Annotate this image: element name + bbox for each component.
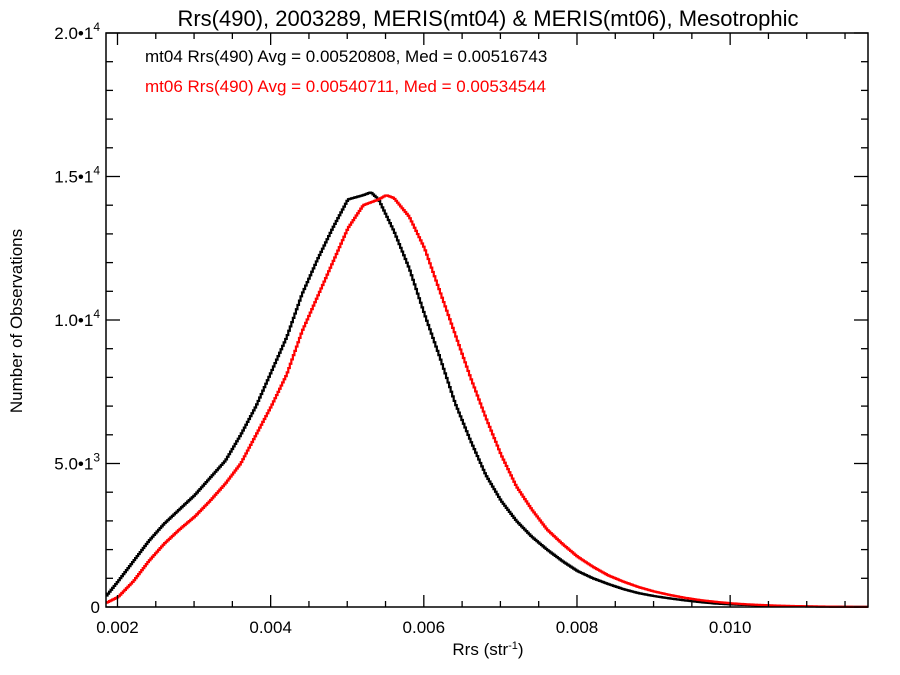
histogram-series-mt06 [106, 194, 869, 608]
y-tick-exponent: 4 [93, 307, 100, 321]
y-tick-label: 1.0•14 [54, 307, 100, 330]
legend-entry-mt06: mt06 Rrs(490) Avg = 0.00540711, Med = 0.… [145, 77, 546, 96]
x-axis-label: Rrs (str-1) [452, 640, 523, 659]
chart-title: Rrs(490), 2003289, MERIS(mt04) & MERIS(m… [177, 6, 798, 31]
axes: 0.002 0.004 0.006 0.008 0.01005.0•131.0•141.… [54, 20, 869, 637]
x-tick-label: 0.008 [556, 618, 599, 637]
y-tick-exponent: 3 [93, 451, 100, 465]
x-axis-label-main: Rrs (str [452, 640, 508, 659]
y-tick-mantissa: 5.0•1 [54, 455, 93, 474]
y-axis-label: Number of Observations [7, 229, 26, 413]
y-tick-label: 0 [91, 598, 100, 617]
y-tick-mantissa: 1.5•1 [54, 168, 93, 187]
y-tick-exponent: 4 [93, 164, 100, 178]
y-tick-mantissa: 2.0•1 [54, 24, 93, 43]
y-tick-label: 1.5•14 [54, 164, 100, 187]
y-tick-mantissa: 1.0•1 [54, 311, 93, 330]
legend-entry-mt04: mt04 Rrs(490) Avg = 0.00520808, Med = 0.… [145, 47, 547, 66]
plot-area [106, 191, 869, 609]
y-tick-mantissa: 0 [91, 598, 100, 617]
x-tick-label: 0.006 [403, 618, 446, 637]
plot-frame [105, 32, 869, 608]
x-axis-label-suffix: ) [518, 640, 524, 659]
x-axis-label-superscript: -1 [508, 640, 518, 652]
histogram-series-mt04 [106, 191, 868, 609]
y-tick-label: 5.0•13 [54, 451, 100, 474]
x-tick-label: 0.002 [96, 618, 139, 637]
y-tick-label: 2.0•14 [54, 20, 100, 43]
y-tick-exponent: 4 [93, 20, 100, 34]
legend: mt04 Rrs(490) Avg = 0.00520808, Med = 0.… [145, 47, 547, 96]
x-tick-label: 0.004 [249, 618, 292, 637]
x-tick-label: 0.010 [709, 618, 752, 637]
